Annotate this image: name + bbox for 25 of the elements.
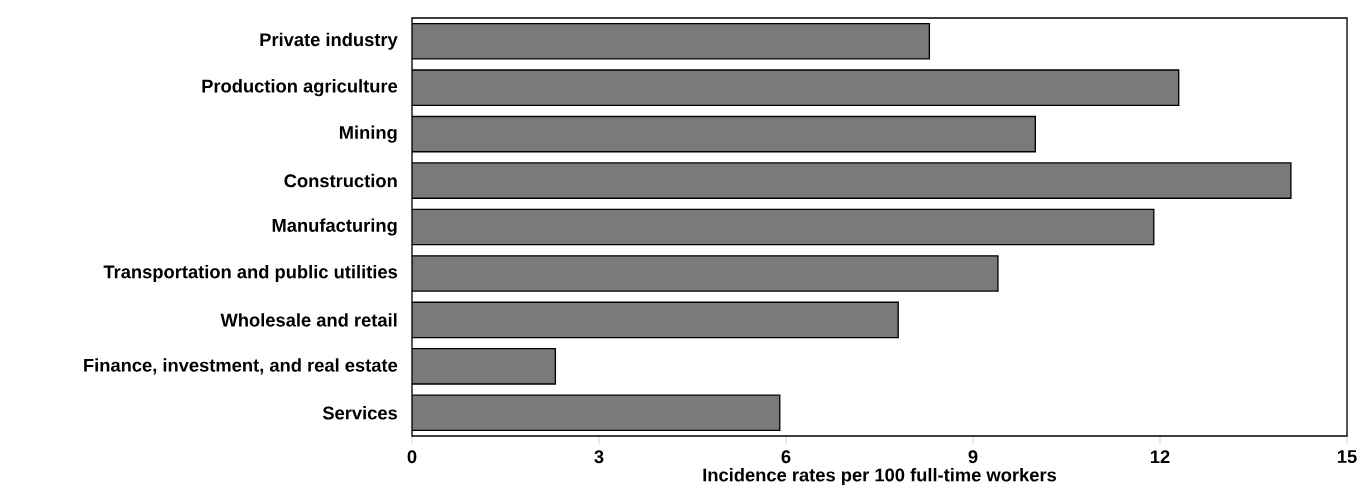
y-tick-label: Wholesale and retail xyxy=(220,313,397,327)
bar xyxy=(412,22,931,60)
bar xyxy=(412,348,557,385)
x-tick-label: 3 xyxy=(594,450,604,464)
bar xyxy=(412,208,1155,246)
y-tick-label: Manufacturing xyxy=(272,218,397,236)
x-tick-label: 6 xyxy=(781,450,791,464)
y-tick-label: Transportation and public utilities xyxy=(103,264,398,282)
x-tick-label: 9 xyxy=(968,450,978,464)
bar xyxy=(412,394,781,432)
bar xyxy=(412,162,1292,199)
y-tick-label: Private industry xyxy=(260,32,398,50)
bar xyxy=(412,69,1180,106)
y-tick-label: Mining xyxy=(339,125,397,143)
y-tick-label: Construction xyxy=(284,173,397,188)
x-tick-label: 0 xyxy=(407,450,417,464)
x-axis-title: Incidence rates per 100 full-time workers xyxy=(703,468,1057,486)
y-tick-label: Production agriculture xyxy=(202,79,398,97)
bar xyxy=(412,115,1037,153)
y-tick-label: Finance, investment, and real estate xyxy=(84,358,398,375)
y-tick-label: Services xyxy=(322,406,398,420)
bar xyxy=(412,301,899,339)
x-tick-label: 15 xyxy=(1337,450,1357,464)
x-tick-label: 12 xyxy=(1150,450,1170,464)
bar xyxy=(412,255,999,292)
